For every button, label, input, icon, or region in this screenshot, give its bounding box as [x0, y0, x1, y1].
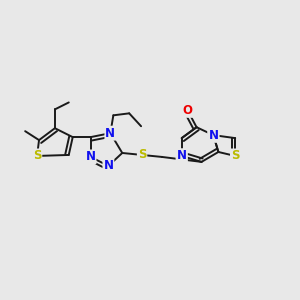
Text: O: O — [183, 104, 193, 117]
Text: N: N — [103, 159, 113, 172]
Text: N: N — [177, 149, 187, 162]
Text: S: S — [33, 149, 41, 162]
Text: N: N — [208, 129, 218, 142]
Text: S: S — [138, 148, 146, 161]
Text: S: S — [231, 149, 239, 162]
Text: N: N — [208, 129, 218, 142]
Text: N: N — [177, 149, 187, 162]
Text: N: N — [85, 150, 96, 164]
Text: N: N — [105, 127, 116, 140]
